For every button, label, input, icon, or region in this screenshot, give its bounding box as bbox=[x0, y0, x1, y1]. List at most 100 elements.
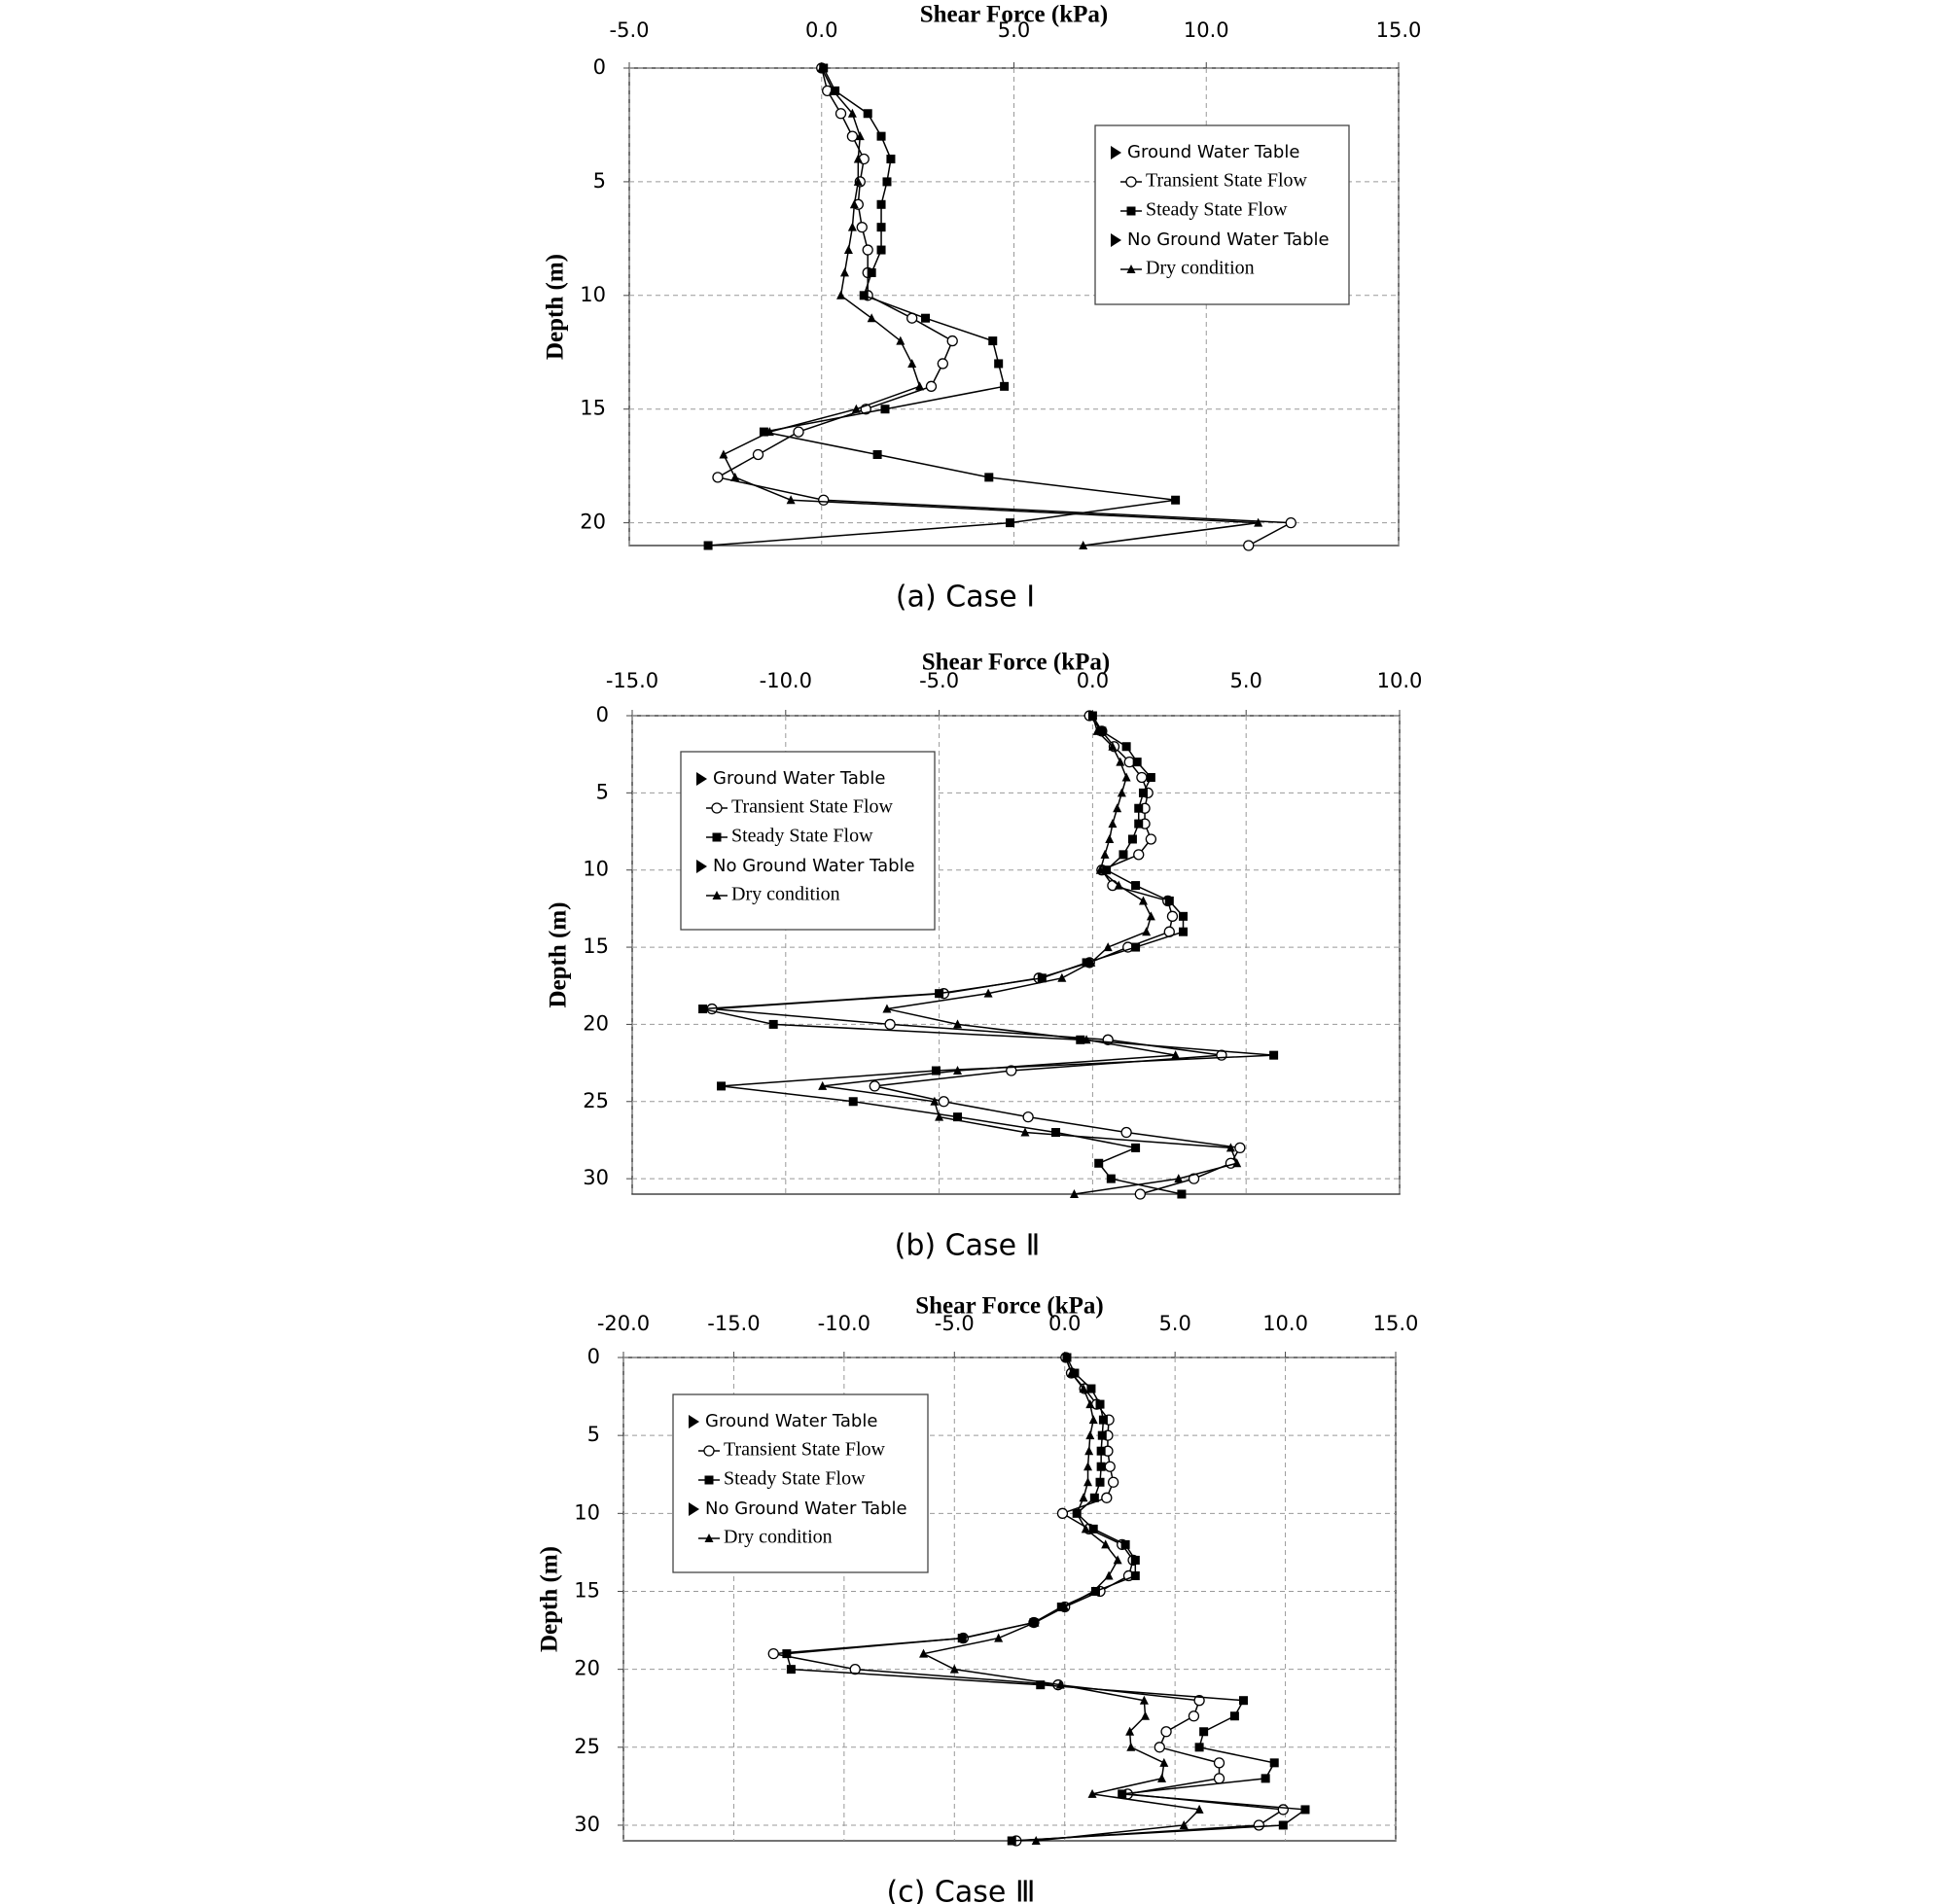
marker-triangle bbox=[1069, 1189, 1079, 1198]
marker-circle bbox=[869, 1080, 880, 1092]
marker-square bbox=[1199, 1727, 1209, 1737]
y-tick-label: 20 bbox=[574, 1657, 600, 1680]
marker-square bbox=[1000, 381, 1010, 391]
legend-label: Transient State Flow bbox=[1146, 170, 1307, 192]
legend-label: Steady State Flow bbox=[724, 1468, 866, 1490]
marker-triangle bbox=[882, 1004, 892, 1013]
legend-label: Dry condition bbox=[1146, 258, 1255, 279]
marker-circle bbox=[1243, 540, 1255, 551]
legend-heading: No Ground Water Table bbox=[713, 856, 915, 876]
marker-triangle bbox=[704, 1534, 714, 1542]
marker-triangle bbox=[1225, 1143, 1235, 1152]
marker-circle bbox=[712, 472, 724, 483]
marker-square bbox=[984, 473, 994, 482]
marker-square bbox=[1082, 958, 1091, 968]
y-tick-label: 15 bbox=[580, 397, 606, 420]
marker-square bbox=[1126, 206, 1136, 216]
series-line bbox=[722, 67, 1259, 547]
marker-triangle bbox=[953, 1066, 963, 1075]
legend-heading: No Ground Water Table bbox=[705, 1499, 907, 1519]
marker-square bbox=[1194, 1743, 1204, 1752]
marker-circle bbox=[1166, 910, 1179, 922]
marker-circle bbox=[884, 1018, 896, 1031]
marker-triangle bbox=[1085, 1430, 1095, 1440]
marker-triangle bbox=[1031, 1836, 1041, 1845]
marker-square bbox=[848, 1097, 858, 1107]
marker-triangle bbox=[1138, 896, 1148, 905]
marker-square bbox=[1118, 1789, 1127, 1799]
marker-square bbox=[859, 291, 869, 300]
marker-triangle bbox=[1079, 1384, 1088, 1393]
subplot: -20.0 -15.0 -10.0 -5.0 0.0 5.0 10.0 15.0 0 5 10 15 2… bbox=[537, 1293, 1419, 1904]
marker-circle bbox=[1277, 1804, 1289, 1816]
marker-square bbox=[1096, 1446, 1106, 1456]
marker-circle bbox=[1107, 1476, 1119, 1488]
marker-circle bbox=[1160, 1726, 1172, 1738]
marker-square bbox=[782, 1649, 792, 1659]
marker-triangle bbox=[1055, 1679, 1065, 1689]
marker-triangle bbox=[1142, 927, 1152, 936]
marker-triangle bbox=[1092, 725, 1102, 735]
marker-square bbox=[1102, 865, 1112, 875]
legend-label: Transient State Flow bbox=[724, 1439, 885, 1461]
marker-square bbox=[931, 1066, 941, 1075]
marker-square bbox=[1106, 1174, 1116, 1183]
legend-label: Steady State Flow bbox=[731, 826, 873, 847]
x-tick-label: 0.0 bbox=[805, 18, 837, 42]
series-line bbox=[921, 1357, 1201, 1842]
marker-triangle bbox=[1067, 1368, 1077, 1378]
x-tick-label: 10.0 bbox=[1262, 1312, 1308, 1335]
marker-square bbox=[712, 832, 722, 842]
marker-square bbox=[703, 541, 713, 550]
marker-triangle bbox=[1126, 264, 1136, 273]
marker-triangle bbox=[1125, 1726, 1135, 1736]
marker-square bbox=[1300, 1805, 1310, 1815]
x-tick-label: -5.0 bbox=[935, 1312, 975, 1335]
marker-square bbox=[1096, 1462, 1106, 1471]
marker-triangle bbox=[1108, 741, 1118, 751]
marker-square bbox=[1134, 803, 1144, 813]
marker-circle bbox=[1213, 1773, 1225, 1784]
marker-circle bbox=[818, 494, 830, 506]
marker-square bbox=[1094, 1158, 1104, 1168]
marker-square bbox=[1130, 1555, 1140, 1565]
marker-triangle bbox=[949, 1664, 959, 1674]
marker-triangle bbox=[867, 313, 876, 323]
x-tick-label: 0.0 bbox=[1077, 669, 1109, 692]
marker-circle bbox=[862, 244, 873, 256]
marker-triangle bbox=[930, 1096, 940, 1106]
y-tick-label: 30 bbox=[583, 1166, 609, 1189]
x-tick-label: -5.0 bbox=[610, 18, 650, 42]
marker-triangle bbox=[1157, 1773, 1167, 1782]
marker-square bbox=[717, 1081, 727, 1091]
y-tick-label: 15 bbox=[583, 934, 609, 958]
marker-square bbox=[876, 131, 886, 141]
legend-arrow bbox=[1111, 146, 1121, 159]
x-tick-label: 10.0 bbox=[1184, 18, 1229, 42]
marker-triangle bbox=[853, 154, 863, 163]
y-tick-label: 20 bbox=[583, 1011, 609, 1035]
marker-triangle bbox=[1105, 833, 1115, 843]
y-tick-label: 25 bbox=[583, 1089, 609, 1112]
marker-triangle bbox=[1083, 1477, 1093, 1487]
marker-circle bbox=[752, 448, 764, 461]
marker-circle bbox=[938, 1096, 949, 1108]
x-tick-label: 15.0 bbox=[1376, 18, 1422, 42]
y-tick-label: 10 bbox=[574, 1500, 600, 1524]
marker-square bbox=[1131, 881, 1141, 891]
legend-arrow bbox=[1111, 233, 1121, 247]
marker-triangle bbox=[1100, 849, 1110, 859]
marker-triangle bbox=[855, 131, 865, 141]
marker-square bbox=[1097, 726, 1107, 736]
marker-square bbox=[1089, 1493, 1099, 1502]
marker-square bbox=[1007, 1836, 1016, 1846]
marker-circle bbox=[946, 335, 958, 347]
marker-square bbox=[1006, 518, 1015, 528]
marker-triangle bbox=[1232, 1158, 1242, 1168]
marker-triangle bbox=[1194, 1804, 1204, 1814]
marker-triangle bbox=[1108, 819, 1118, 829]
y-tick-label: 15 bbox=[574, 1578, 600, 1602]
marker-triangle bbox=[839, 267, 849, 277]
x-tick-label: 0.0 bbox=[1048, 1312, 1081, 1335]
marker-square bbox=[921, 313, 931, 323]
